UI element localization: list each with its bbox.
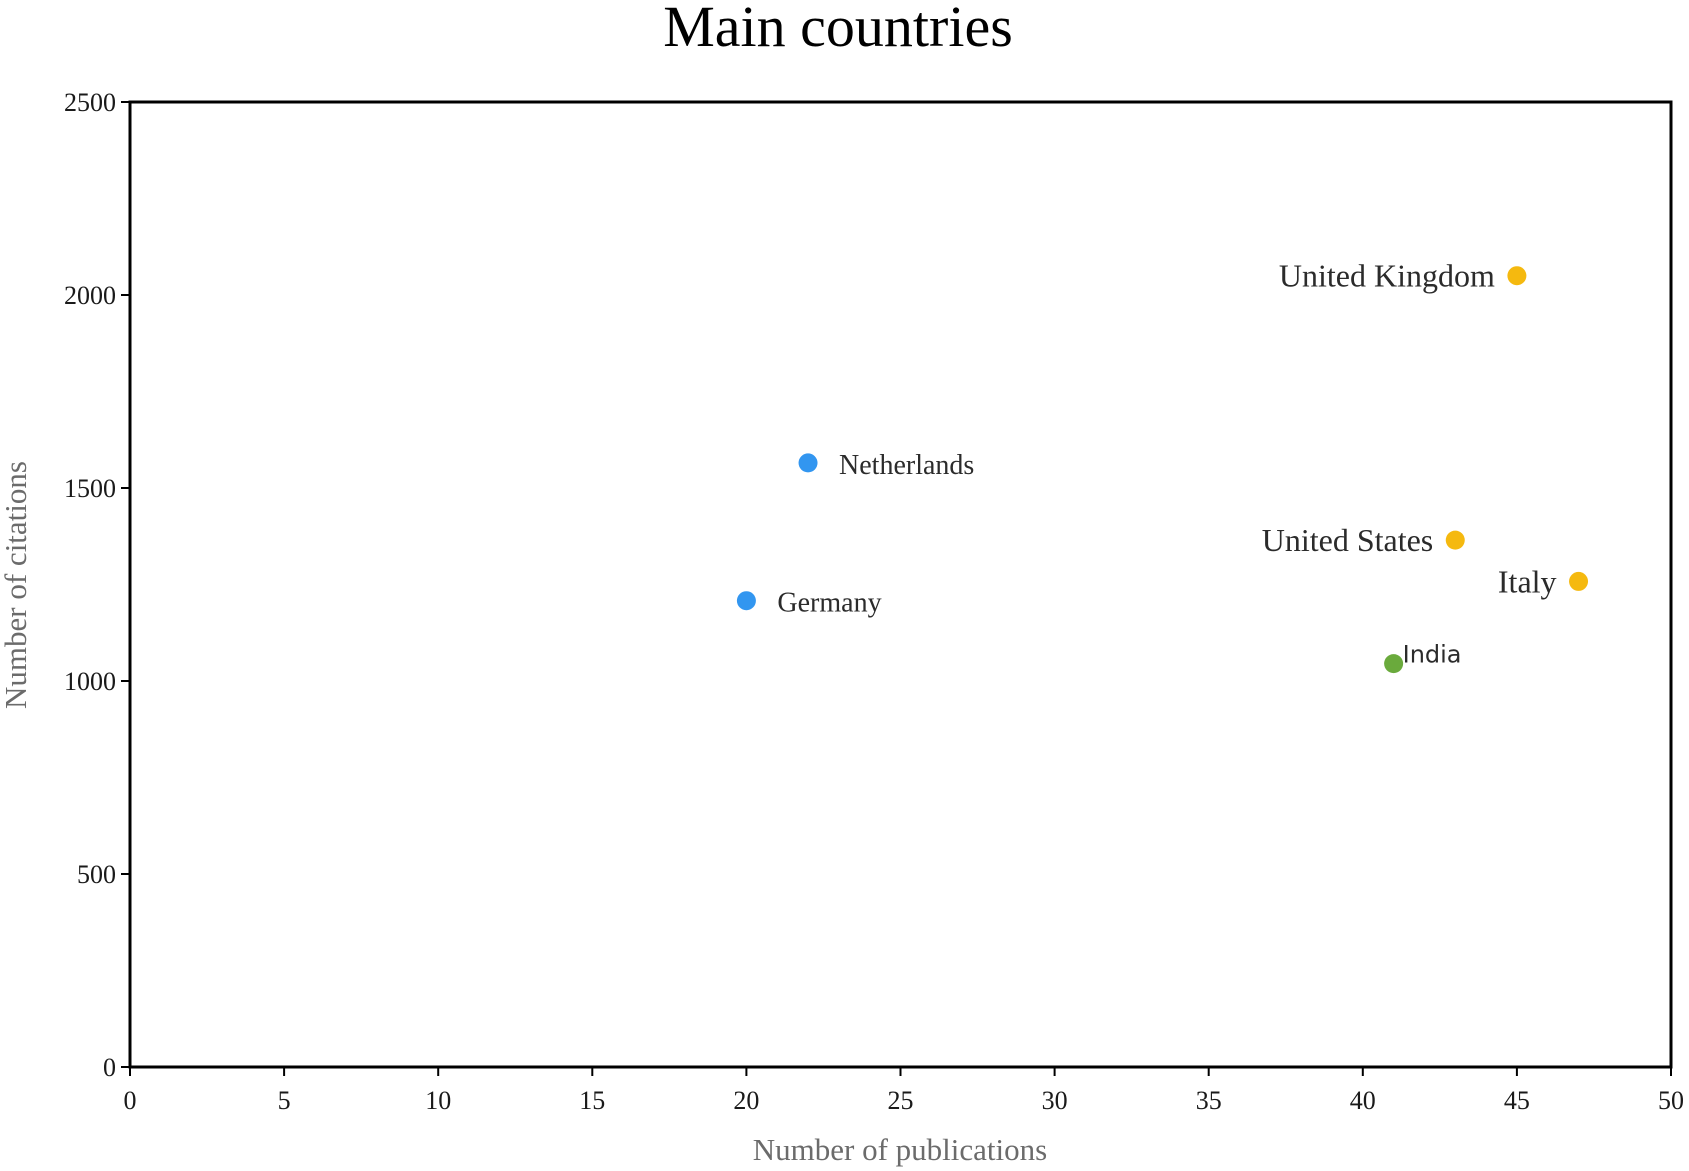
point-label-germany: Germany (777, 588, 881, 619)
point-india (1384, 654, 1404, 674)
y-tick-label: 1500 (64, 474, 116, 503)
point-united-kingdom (1507, 266, 1527, 286)
point-label-united-kingdom: United Kingdom (1279, 258, 1495, 294)
plot-area-frame (128, 100, 1673, 1069)
x-tick-label: 25 (888, 1086, 914, 1115)
y-tick-label: 500 (77, 860, 116, 889)
point-label-italy: Italy (1498, 563, 1557, 599)
y-tick-label: 1000 (64, 667, 116, 696)
point-label-united-states: United States (1262, 522, 1434, 558)
point-united-states (1445, 530, 1465, 550)
y-tick-label: 2000 (64, 281, 116, 310)
x-tick-label: 50 (1658, 1086, 1684, 1115)
x-tick-label: 15 (579, 1086, 605, 1115)
y-axis: 0 500 1000 1500 2000 2500 (64, 88, 130, 1082)
y-tick-label: 0 (103, 1053, 116, 1082)
x-tick-label: 0 (124, 1086, 137, 1115)
chart-title: Main countries (663, 0, 1013, 59)
y-axis-title: Number of citations (0, 461, 33, 709)
x-tick-label: 45 (1504, 1086, 1530, 1115)
x-tick-label: 30 (1042, 1086, 1068, 1115)
point-label-netherlands: Netherlands (839, 450, 974, 481)
x-tick-label: 40 (1350, 1086, 1376, 1115)
x-tick-label: 5 (278, 1086, 291, 1115)
x-axis: 0 5 10 15 20 25 30 35 40 45 50 (124, 1067, 1684, 1115)
point-label-india: India (1403, 641, 1462, 669)
y-tick-label: 2500 (64, 88, 116, 117)
x-tick-label: 10 (425, 1086, 451, 1115)
x-tick-label: 20 (733, 1086, 759, 1115)
x-axis-title: Number of publications (753, 1132, 1047, 1167)
data-points: United Kingdom Netherlands United States It… (736, 258, 1589, 674)
point-germany (736, 591, 756, 611)
point-italy (1569, 571, 1589, 591)
point-netherlands (798, 453, 818, 473)
x-tick-label: 35 (1196, 1086, 1222, 1115)
